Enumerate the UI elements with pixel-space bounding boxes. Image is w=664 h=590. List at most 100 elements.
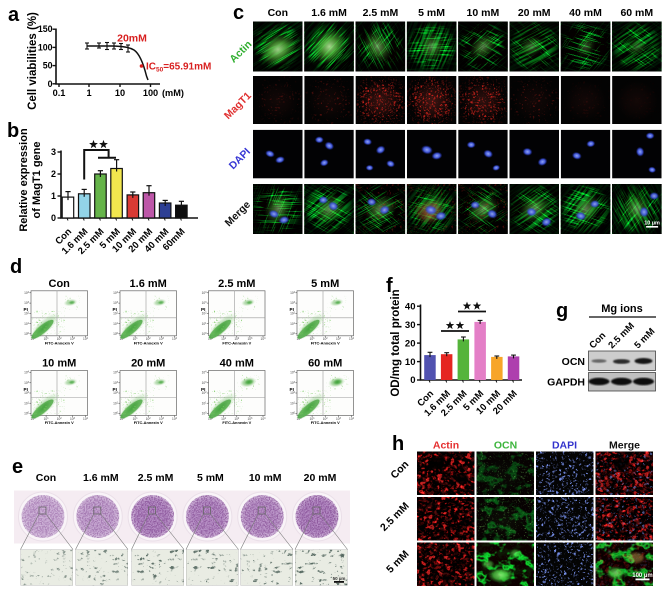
svg-text:20mM: 20mM bbox=[117, 33, 147, 45]
svg-text:102: 102 bbox=[146, 417, 152, 421]
svg-text:101: 101 bbox=[310, 417, 316, 421]
svg-text:FITC-Annexin V: FITC-Annexin V bbox=[311, 340, 340, 345]
svg-text:101: 101 bbox=[24, 322, 30, 326]
svg-text:103: 103 bbox=[70, 337, 76, 341]
svg-text:PI: PI bbox=[201, 307, 205, 312]
svg-text:100: 100 bbox=[24, 332, 30, 336]
svg-text:100: 100 bbox=[113, 412, 119, 416]
svg-text:103: 103 bbox=[247, 417, 253, 421]
svg-text:100 µm: 100 µm bbox=[632, 573, 652, 579]
svg-text:102: 102 bbox=[234, 337, 240, 341]
svg-text:104: 104 bbox=[83, 417, 89, 421]
svg-text:2: 2 bbox=[51, 169, 56, 179]
svg-text:104: 104 bbox=[113, 371, 119, 375]
svg-text:104: 104 bbox=[202, 291, 208, 295]
svg-text:102: 102 bbox=[323, 417, 329, 421]
svg-text:40: 40 bbox=[405, 301, 416, 312]
svg-text:PI: PI bbox=[201, 387, 205, 392]
svg-text:Actin: Actin bbox=[433, 440, 459, 452]
svg-text:103: 103 bbox=[336, 337, 342, 341]
svg-text:104: 104 bbox=[24, 291, 30, 295]
svg-text:DAPI: DAPI bbox=[552, 440, 577, 452]
svg-text:2.5 mM: 2.5 mM bbox=[363, 7, 399, 19]
svg-text:Con: Con bbox=[49, 278, 71, 290]
svg-text:GAPDH: GAPDH bbox=[547, 377, 585, 389]
svg-text:101: 101 bbox=[113, 322, 119, 326]
svg-text:OCN: OCN bbox=[562, 356, 585, 368]
svg-text:60 mM: 60 mM bbox=[620, 7, 653, 19]
svg-text:100: 100 bbox=[202, 412, 208, 416]
svg-text:50 µm: 50 µm bbox=[333, 576, 346, 581]
svg-text:101: 101 bbox=[44, 337, 50, 341]
svg-text:102: 102 bbox=[202, 312, 208, 316]
svg-text:h: h bbox=[392, 433, 404, 455]
svg-text:102: 102 bbox=[234, 417, 240, 421]
svg-text:10 mM: 10 mM bbox=[467, 7, 500, 19]
svg-text:1: 1 bbox=[86, 88, 91, 98]
svg-text:102: 102 bbox=[146, 337, 152, 341]
svg-text:30: 30 bbox=[405, 320, 416, 331]
svg-text:102: 102 bbox=[113, 391, 119, 395]
svg-text:Merge: Merge bbox=[609, 440, 640, 452]
svg-text:IC50=65.91mM: IC50=65.91mM bbox=[146, 62, 211, 74]
svg-text:102: 102 bbox=[202, 391, 208, 395]
svg-text:100: 100 bbox=[290, 332, 296, 336]
svg-text:10 µm: 10 µm bbox=[644, 221, 660, 227]
svg-text:FITC-Annexin V: FITC-Annexin V bbox=[134, 420, 163, 425]
svg-text:1.6 mM: 1.6 mM bbox=[130, 278, 167, 290]
svg-text:40 mM: 40 mM bbox=[220, 358, 254, 370]
svg-text:101: 101 bbox=[290, 322, 296, 326]
svg-text:102: 102 bbox=[57, 337, 63, 341]
svg-text:100: 100 bbox=[202, 332, 208, 336]
svg-text:60 mM: 60 mM bbox=[308, 358, 342, 370]
svg-text:PI: PI bbox=[24, 307, 28, 312]
svg-text:100: 100 bbox=[143, 88, 158, 98]
svg-text:101: 101 bbox=[221, 417, 227, 421]
svg-text:102: 102 bbox=[323, 337, 329, 341]
svg-text:101: 101 bbox=[202, 401, 208, 405]
svg-text:1.6 mM: 1.6 mM bbox=[83, 472, 119, 484]
svg-text:104: 104 bbox=[290, 371, 296, 375]
svg-text:103: 103 bbox=[290, 381, 296, 385]
svg-text:FITC-Annexin V: FITC-Annexin V bbox=[311, 420, 340, 425]
svg-text:Mg ions: Mg ions bbox=[601, 303, 643, 315]
svg-text:101: 101 bbox=[310, 337, 316, 341]
svg-text:e: e bbox=[12, 456, 23, 478]
svg-text:103: 103 bbox=[70, 417, 76, 421]
svg-text:101: 101 bbox=[44, 417, 50, 421]
svg-text:10 mM: 10 mM bbox=[42, 358, 76, 370]
svg-text:103: 103 bbox=[24, 301, 30, 305]
svg-text:104: 104 bbox=[113, 291, 119, 295]
svg-text:PI: PI bbox=[113, 307, 117, 312]
svg-text:0: 0 bbox=[48, 79, 53, 89]
svg-text:104: 104 bbox=[261, 417, 267, 421]
svg-text:102: 102 bbox=[290, 312, 296, 316]
svg-text:103: 103 bbox=[290, 301, 296, 305]
svg-text:Con: Con bbox=[268, 7, 288, 19]
svg-text:101: 101 bbox=[113, 401, 119, 405]
svg-text:103: 103 bbox=[159, 417, 165, 421]
svg-text:102: 102 bbox=[24, 312, 30, 316]
svg-text:PI: PI bbox=[113, 387, 117, 392]
svg-text:40 mM: 40 mM bbox=[569, 7, 602, 19]
svg-text:of MagT1 gene: of MagT1 gene bbox=[31, 141, 43, 218]
svg-text:PI: PI bbox=[290, 387, 294, 392]
svg-text:101: 101 bbox=[24, 401, 30, 405]
svg-text:d: d bbox=[10, 256, 22, 278]
svg-text:0.1: 0.1 bbox=[53, 88, 66, 98]
svg-text:3: 3 bbox=[51, 147, 56, 157]
svg-text:FITC-Annexin V: FITC-Annexin V bbox=[45, 340, 74, 345]
svg-text:b: b bbox=[7, 120, 19, 142]
svg-text:10: 10 bbox=[405, 357, 416, 368]
svg-text:103: 103 bbox=[113, 301, 119, 305]
svg-text:104: 104 bbox=[349, 337, 355, 341]
svg-text:5 mM: 5 mM bbox=[311, 278, 339, 290]
svg-text:PI: PI bbox=[24, 387, 28, 392]
svg-text:20: 20 bbox=[405, 338, 416, 349]
svg-text:10: 10 bbox=[115, 88, 125, 98]
svg-text:2.5 mM: 2.5 mM bbox=[218, 278, 255, 290]
svg-text:104: 104 bbox=[24, 371, 30, 375]
svg-text:104: 104 bbox=[83, 337, 89, 341]
svg-text:103: 103 bbox=[113, 381, 119, 385]
svg-text:OCN: OCN bbox=[494, 440, 517, 452]
